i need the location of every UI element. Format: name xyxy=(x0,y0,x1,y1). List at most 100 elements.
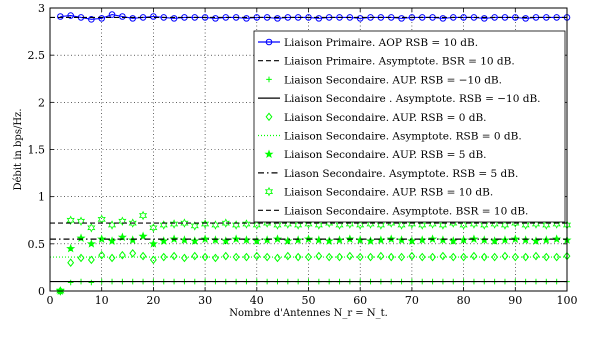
x-tick-label: 90 xyxy=(508,294,522,307)
data-point xyxy=(180,218,189,228)
diamond-marker xyxy=(491,252,499,262)
diamond-marker xyxy=(480,252,488,262)
x-tick-label: 50 xyxy=(302,294,316,307)
star-marker xyxy=(190,236,200,245)
data-point xyxy=(56,286,65,296)
diamond-marker xyxy=(356,252,364,262)
y-tick-label: 1.5 xyxy=(28,144,46,157)
hexagram-marker xyxy=(376,220,385,230)
diamond-marker xyxy=(522,252,530,262)
diamond-marker xyxy=(67,258,75,268)
data-point xyxy=(315,251,323,261)
diamond-marker xyxy=(139,251,147,261)
diamond-marker xyxy=(553,252,561,262)
data-point xyxy=(480,15,488,22)
circle-marker xyxy=(119,13,126,20)
star-marker xyxy=(97,234,107,243)
plus-marker xyxy=(67,279,74,286)
hexagram-marker xyxy=(87,223,96,233)
diamond-marker xyxy=(118,250,126,260)
diamond-marker xyxy=(449,252,457,262)
hexagram-marker xyxy=(169,219,179,229)
star-marker xyxy=(510,234,520,243)
hexagram-marker xyxy=(76,216,86,226)
data-point xyxy=(128,218,137,228)
legend-label: Liaison Primaire. AOP RSB = 10 dB. xyxy=(284,37,478,49)
data-point xyxy=(129,248,137,258)
circle-marker xyxy=(522,15,529,22)
data-point xyxy=(98,15,105,22)
star-marker xyxy=(272,234,282,243)
diamond-marker xyxy=(232,252,240,262)
data-point xyxy=(190,236,200,245)
x-tick-label: 70 xyxy=(405,294,419,307)
data-point xyxy=(553,14,560,21)
hexagram-marker xyxy=(128,218,137,228)
circle-marker xyxy=(98,15,105,22)
data-point xyxy=(552,234,562,243)
data-point xyxy=(107,236,117,245)
star-marker xyxy=(200,234,210,243)
data-point xyxy=(149,255,157,265)
y-tick-label: 1 xyxy=(38,191,45,204)
star-marker xyxy=(459,235,469,244)
data-point xyxy=(86,239,96,248)
data-point xyxy=(221,218,230,228)
diamond-marker xyxy=(367,252,374,262)
circle-marker xyxy=(315,15,323,22)
data-point xyxy=(77,253,85,263)
data-point xyxy=(88,279,95,286)
data-point xyxy=(356,252,364,262)
data-point xyxy=(118,216,127,226)
data-point xyxy=(98,250,106,260)
data-point xyxy=(398,252,406,262)
star-marker xyxy=(552,234,562,243)
diamond-marker xyxy=(325,252,333,262)
data-point xyxy=(407,236,417,245)
hexagram-marker xyxy=(232,220,241,230)
data-point xyxy=(531,236,541,245)
hexagram-marker xyxy=(180,218,189,228)
hexagram-marker xyxy=(201,219,210,229)
data-point xyxy=(160,252,168,262)
diamond-marker xyxy=(222,251,230,261)
star-marker xyxy=(448,236,458,245)
diamond-marker xyxy=(336,252,343,262)
y-tick-label: 3 xyxy=(38,2,45,15)
legend-entry: Liaison Primaire. Asymptote. BSR = 10 dB… xyxy=(258,56,515,68)
data-point xyxy=(408,251,416,261)
data-point xyxy=(67,258,75,268)
data-point xyxy=(265,38,273,46)
data-point xyxy=(201,219,210,229)
diamond-marker xyxy=(98,250,106,260)
diamond-marker xyxy=(77,253,85,263)
diamond-marker xyxy=(170,251,178,261)
data-point xyxy=(491,252,499,262)
legend-label: Liason Secondaire. Asymptote. RSB = 5 dB… xyxy=(284,168,518,180)
circle-marker xyxy=(243,15,250,22)
data-point xyxy=(305,252,312,262)
y-tick-label: 0.5 xyxy=(28,238,46,251)
x-tick-label: 40 xyxy=(250,294,264,307)
x-tick-label: 80 xyxy=(457,294,471,307)
diamond-marker xyxy=(201,252,209,262)
circle-marker xyxy=(398,15,405,22)
diamond-marker xyxy=(191,251,199,261)
circle-marker xyxy=(129,15,137,22)
data-point xyxy=(159,220,168,230)
diamond-marker xyxy=(265,112,273,122)
diamond-marker xyxy=(263,252,271,262)
data-point xyxy=(429,252,437,262)
diamond-marker xyxy=(305,252,312,262)
star-marker xyxy=(86,239,96,248)
circle-marker xyxy=(480,15,488,22)
circle-marker xyxy=(88,16,95,23)
data-point xyxy=(221,236,231,245)
data-point xyxy=(459,235,469,244)
data-point xyxy=(294,252,302,262)
hexagram-marker xyxy=(190,221,199,231)
data-point xyxy=(480,220,489,230)
data-point xyxy=(231,234,241,243)
diamond-marker xyxy=(346,251,354,261)
diamond-marker xyxy=(377,251,385,261)
